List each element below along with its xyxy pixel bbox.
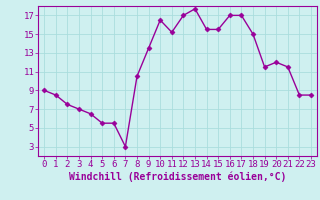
X-axis label: Windchill (Refroidissement éolien,°C): Windchill (Refroidissement éolien,°C) — [69, 172, 286, 182]
